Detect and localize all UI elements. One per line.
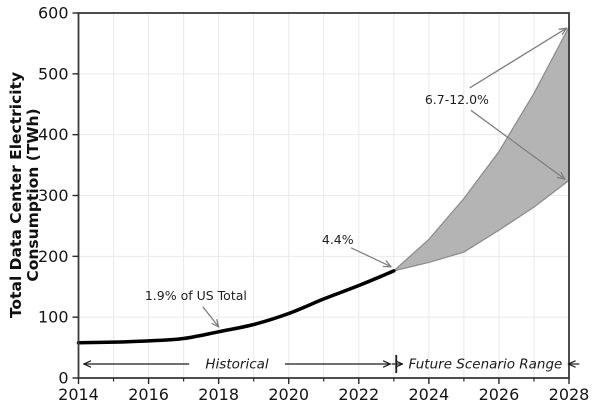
annotation-arrow-head — [385, 260, 392, 268]
annotation-arrow-head — [211, 322, 220, 328]
range-arrow-right-head — [382, 360, 391, 365]
tick-layer: 2014 2016 2018 2020 2022 2024 2026 2028 0 100 200 3… — [38, 4, 589, 404]
annotation-layer: 1.9% of US Total 4.4% 6.7-12.0% Historical F… — [83, 27, 580, 374]
x-tick-label: 2028 — [549, 385, 590, 404]
annotation-arrow-shaft — [202, 306, 220, 328]
annotation-text: 4.4% — [322, 232, 354, 247]
annotation-arrow-shaft — [469, 27, 567, 89]
annotation-text: 6.7-12.0% — [425, 92, 489, 107]
annotation-arrow-shaft — [350, 247, 392, 268]
y-axis-title-line1: Total Data Center Electricity — [7, 72, 25, 318]
annotation-arrow-shaft — [470, 109, 566, 180]
y-tick-label: 200 — [38, 247, 69, 266]
future-scenario-band — [393, 26, 570, 272]
range-arrow-left-head — [83, 360, 92, 365]
y-tick-label: 500 — [38, 64, 69, 83]
y-tick-label: 100 — [38, 308, 69, 327]
x-tick-label: 2014 — [58, 385, 99, 404]
y-tick-label: 600 — [38, 4, 69, 23]
range-arrow-right-head — [382, 363, 391, 368]
annotation-arrow-head — [216, 318, 220, 328]
range-arrow-right-head — [567, 360, 576, 365]
range-label-text: Historical — [205, 357, 268, 373]
annotation-arrow-head — [560, 171, 566, 180]
y-tick-label: 300 — [38, 186, 69, 205]
annotation-arrow-head — [558, 27, 568, 30]
x-tick-label: 2016 — [128, 385, 169, 404]
range-arrow-left-head — [83, 363, 92, 368]
x-tick-label: 2022 — [338, 385, 379, 404]
y-tick-label: 400 — [38, 125, 69, 144]
annotation-text: 1.9% of US Total — [145, 288, 247, 303]
x-tick-label: 2024 — [408, 385, 449, 404]
x-tick-label: 2020 — [268, 385, 309, 404]
range-label-text: Future Scenario Range — [409, 357, 563, 373]
y-tick-label: 0 — [58, 369, 68, 388]
range-arrow-right-head — [567, 363, 576, 368]
historical-line — [76, 269, 396, 345]
x-tick-label: 2026 — [479, 385, 520, 404]
y-axis-title-line2: Consumption (TWh) — [24, 108, 42, 281]
annotation-arrow-head — [561, 27, 568, 36]
x-tick-label: 2018 — [198, 385, 239, 404]
annotation-arrow-head — [556, 176, 566, 180]
